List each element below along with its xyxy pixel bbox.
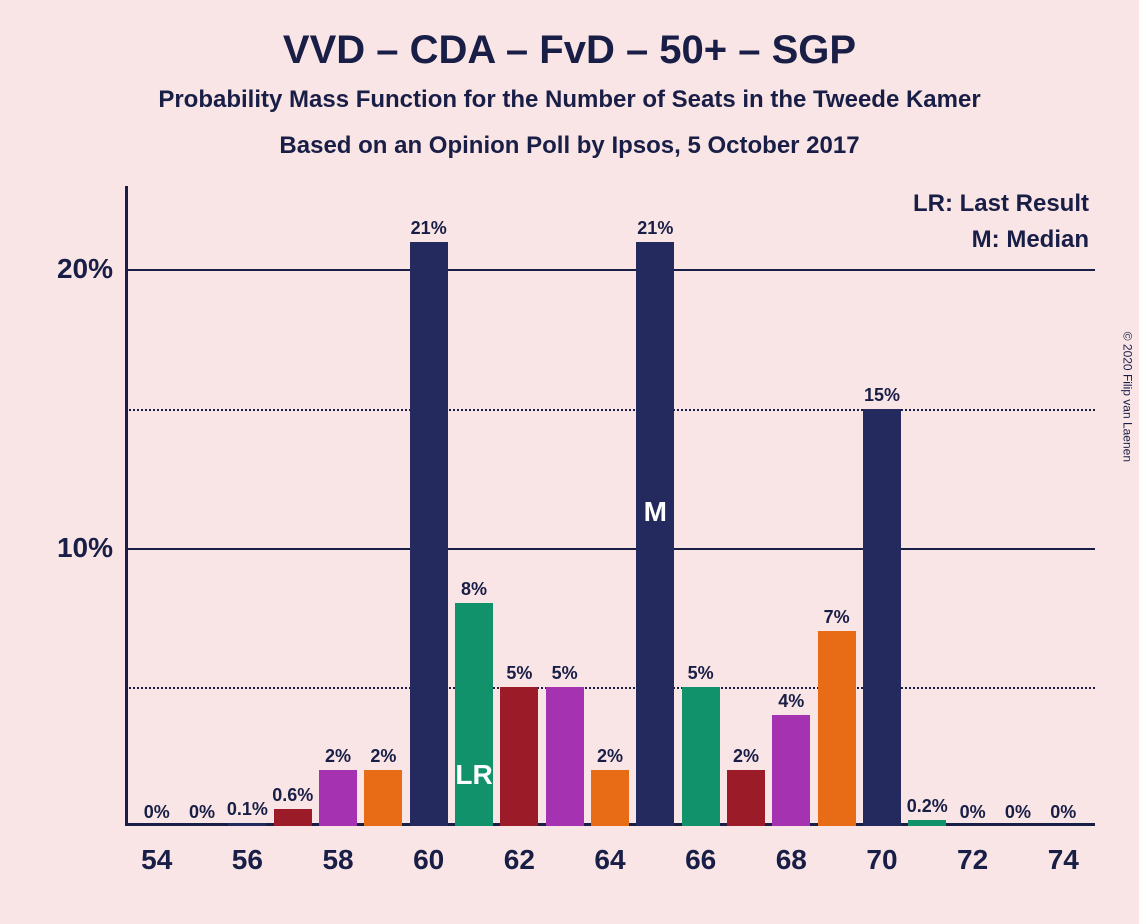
x-tick-label: 68	[776, 844, 807, 876]
bar	[818, 631, 856, 826]
bar-value-label: 8%	[461, 579, 487, 600]
bar	[500, 687, 538, 826]
bar-value-label: 5%	[506, 663, 532, 684]
gridline	[125, 409, 1095, 411]
bar	[863, 409, 901, 826]
gridline	[125, 269, 1095, 271]
bar	[908, 820, 946, 826]
bar-value-label: 5%	[688, 663, 714, 684]
bar	[228, 823, 266, 826]
bar	[546, 687, 584, 826]
y-tick-label: 10%	[57, 532, 113, 564]
bar-value-label: 0%	[1005, 802, 1031, 823]
x-tick-label: 74	[1048, 844, 1079, 876]
x-tick-label: 72	[957, 844, 988, 876]
legend-line: M: Median	[972, 226, 1089, 254]
bar	[274, 809, 312, 826]
bar-value-label: 0%	[189, 802, 215, 823]
x-tick-label: 58	[322, 844, 353, 876]
bar	[772, 715, 810, 826]
x-tick-label: 62	[504, 844, 535, 876]
bar-annotation: M	[644, 496, 667, 528]
bar	[682, 687, 720, 826]
x-tick-label: 64	[594, 844, 625, 876]
bar-value-label: 5%	[552, 663, 578, 684]
bar	[727, 770, 765, 826]
bar	[319, 770, 357, 826]
bar-value-label: 0.6%	[272, 785, 313, 806]
bar-value-label: 15%	[864, 385, 900, 406]
bar	[455, 603, 493, 826]
x-tick-label: 56	[232, 844, 263, 876]
bar	[364, 770, 402, 826]
x-tick-label: 54	[141, 844, 172, 876]
bar	[410, 242, 448, 826]
gridline	[125, 548, 1095, 550]
chart-subtitle2: Based on an Opinion Poll by Ipsos, 5 Oct…	[0, 132, 1139, 160]
bar-value-label: 4%	[778, 691, 804, 712]
plot-area: 10%20%54565860626466687072740%0%0.1%0.6%…	[125, 186, 1095, 826]
y-tick-label: 20%	[57, 253, 113, 285]
bar-value-label: 2%	[325, 746, 351, 767]
gridline	[125, 687, 1095, 689]
y-axis	[125, 186, 128, 826]
bar-value-label: 0.2%	[907, 796, 948, 817]
copyright-text: © 2020 Filip van Laenen	[1120, 332, 1134, 462]
bar-value-label: 2%	[733, 746, 759, 767]
x-tick-label: 66	[685, 844, 716, 876]
bar-value-label: 0.1%	[227, 799, 268, 820]
bar	[591, 770, 629, 826]
bar-value-label: 2%	[597, 746, 623, 767]
bar-annotation: LR	[455, 759, 492, 791]
legend-line: LR: Last Result	[913, 190, 1089, 218]
chart-subtitle1: Probability Mass Function for the Number…	[0, 86, 1139, 114]
bar-value-label: 7%	[824, 607, 850, 628]
x-tick-label: 60	[413, 844, 444, 876]
bar-value-label: 0%	[1050, 802, 1076, 823]
bar	[636, 242, 674, 826]
chart-title: VVD – CDA – FvD – 50+ – SGP	[0, 28, 1139, 73]
bar-value-label: 21%	[411, 218, 447, 239]
bar-value-label: 2%	[370, 746, 396, 767]
x-tick-label: 70	[866, 844, 897, 876]
bar-value-label: 21%	[637, 218, 673, 239]
bar-value-label: 0%	[144, 802, 170, 823]
bar-value-label: 0%	[960, 802, 986, 823]
